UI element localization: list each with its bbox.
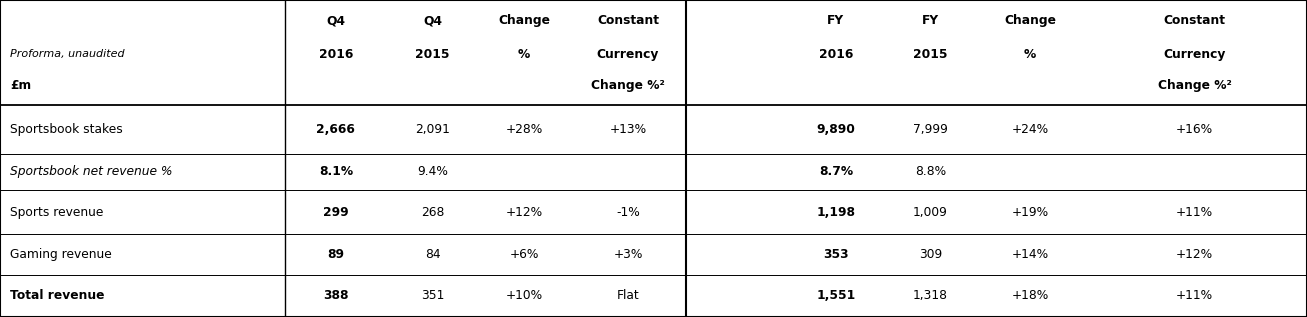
Text: 8.1%: 8.1% (319, 165, 353, 178)
Text: £m: £m (10, 79, 31, 92)
Text: Proforma, unaudited: Proforma, unaudited (10, 49, 125, 59)
Text: +11%: +11% (1176, 205, 1213, 219)
Text: Flat: Flat (617, 289, 639, 302)
Text: Total revenue: Total revenue (10, 289, 105, 302)
Text: 8.7%: 8.7% (818, 165, 853, 178)
Text: +14%: +14% (1012, 248, 1048, 261)
Text: 2015: 2015 (914, 48, 948, 61)
Text: 353: 353 (823, 248, 848, 261)
Text: 1,009: 1,009 (914, 205, 948, 219)
Text: 351: 351 (421, 289, 444, 302)
Text: FY: FY (827, 14, 844, 28)
Text: Sportsbook net revenue %: Sportsbook net revenue % (10, 165, 173, 178)
Text: %: % (518, 48, 531, 61)
Text: +28%: +28% (506, 123, 542, 136)
Text: 2015: 2015 (416, 48, 450, 61)
Text: Sportsbook stakes: Sportsbook stakes (10, 123, 123, 136)
Text: 268: 268 (421, 205, 444, 219)
Text: +13%: +13% (609, 123, 647, 136)
Text: 2016: 2016 (818, 48, 853, 61)
Text: -1%: -1% (616, 205, 640, 219)
Text: Change: Change (1004, 14, 1056, 28)
Text: Q4: Q4 (423, 14, 442, 28)
Text: 309: 309 (919, 248, 942, 261)
Text: +24%: +24% (1012, 123, 1048, 136)
Text: 1,551: 1,551 (816, 289, 856, 302)
Text: +10%: +10% (506, 289, 542, 302)
Text: 299: 299 (323, 205, 349, 219)
Text: +3%: +3% (613, 248, 643, 261)
Text: 8.8%: 8.8% (915, 165, 946, 178)
Text: +16%: +16% (1176, 123, 1213, 136)
Text: +6%: +6% (510, 248, 538, 261)
Text: +11%: +11% (1176, 289, 1213, 302)
Text: Currency: Currency (1163, 48, 1226, 61)
Text: 84: 84 (425, 248, 440, 261)
Text: +19%: +19% (1012, 205, 1048, 219)
Text: Currency: Currency (597, 48, 659, 61)
Text: Q4: Q4 (327, 14, 345, 28)
Text: Constant: Constant (597, 14, 659, 28)
Text: 388: 388 (323, 289, 349, 302)
Text: 2016: 2016 (319, 48, 353, 61)
Text: +12%: +12% (506, 205, 542, 219)
Text: 2,666: 2,666 (316, 123, 356, 136)
Text: 1,318: 1,318 (914, 289, 948, 302)
Text: 89: 89 (327, 248, 345, 261)
Text: 2,091: 2,091 (416, 123, 450, 136)
Text: +18%: +18% (1012, 289, 1048, 302)
Text: 9.4%: 9.4% (417, 165, 448, 178)
Text: 7,999: 7,999 (914, 123, 948, 136)
Text: Change %²: Change %² (1158, 79, 1231, 92)
Text: FY: FY (921, 14, 940, 28)
Text: Gaming revenue: Gaming revenue (10, 248, 112, 261)
Text: 1,198: 1,198 (817, 205, 855, 219)
Text: Sports revenue: Sports revenue (10, 205, 103, 219)
Text: Constant: Constant (1163, 14, 1226, 28)
Text: Change: Change (498, 14, 550, 28)
Text: 9,890: 9,890 (817, 123, 855, 136)
Text: %: % (1023, 48, 1036, 61)
Text: +12%: +12% (1176, 248, 1213, 261)
Text: Change %²: Change %² (591, 79, 665, 92)
